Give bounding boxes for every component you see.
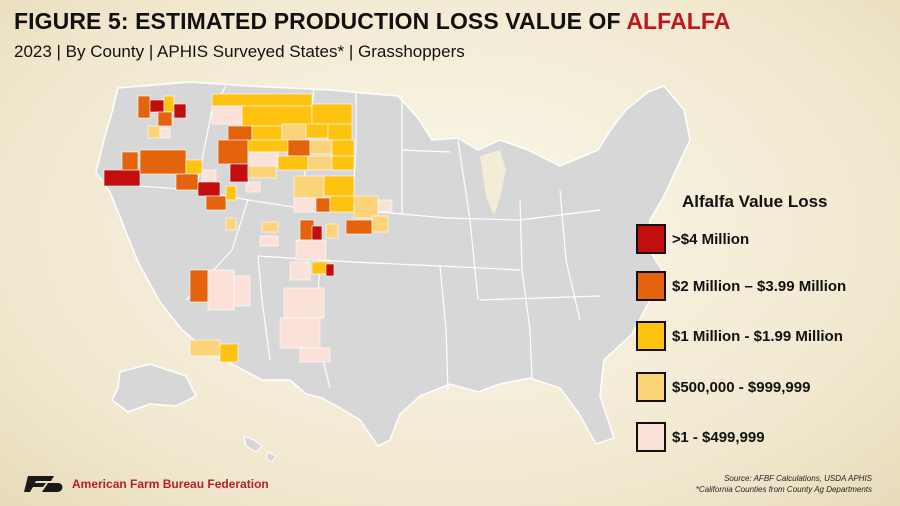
legend-swatch [636, 422, 666, 452]
legend-swatch [636, 372, 666, 402]
legend-item: $1 Million - $1.99 Million [636, 319, 843, 353]
us-land [95, 81, 691, 463]
figure-title: FIGURE 5: ESTIMATED PRODUCTION LOSS VALU… [14, 8, 731, 35]
legend-item: $500,000 - $999,999 [636, 370, 810, 404]
figure-subtitle: 2023 | By County | APHIS Surveyed States… [14, 42, 465, 61]
legend-label: $2 Million – $3.99 Million [672, 277, 847, 295]
title-accent: ALFALFA [626, 8, 731, 34]
source-note: Source: AFBF Calculations, USDA APHIS *C… [696, 473, 872, 495]
legend-label: >$4 Million [672, 230, 750, 248]
legend-item: >$4 Million [636, 222, 749, 256]
county-loss-shading [103, 93, 393, 363]
legend-label: $1 - $499,999 [672, 428, 765, 446]
legend-item: $2 Million – $3.99 Million [636, 269, 846, 303]
legend-label: $1 Million - $1.99 Million [672, 327, 843, 345]
organization-name: American Farm Bureau Federation [72, 477, 269, 491]
legend-swatch [636, 271, 666, 301]
title-prefix: FIGURE 5: ESTIMATED PRODUCTION LOSS VALU… [14, 8, 627, 34]
source-line: Source: AFBF Calculations, USDA APHIS [724, 474, 872, 483]
footnote-line: *California Counties from County Ag Depa… [695, 485, 872, 494]
alaska [111, 363, 198, 413]
hawaii [243, 435, 277, 463]
legend-swatch [636, 321, 666, 351]
legend-swatch [636, 224, 666, 254]
legend-title: Alfalfa Value Loss [682, 192, 828, 211]
legend-label: $500,000 - $999,999 [672, 378, 811, 396]
legend-item: $1 - $499,999 [636, 420, 765, 454]
afbf-logo: American Farm Bureau Federation [24, 474, 269, 494]
lake-michigan [480, 150, 506, 216]
fb-logo-icon [24, 476, 63, 492]
